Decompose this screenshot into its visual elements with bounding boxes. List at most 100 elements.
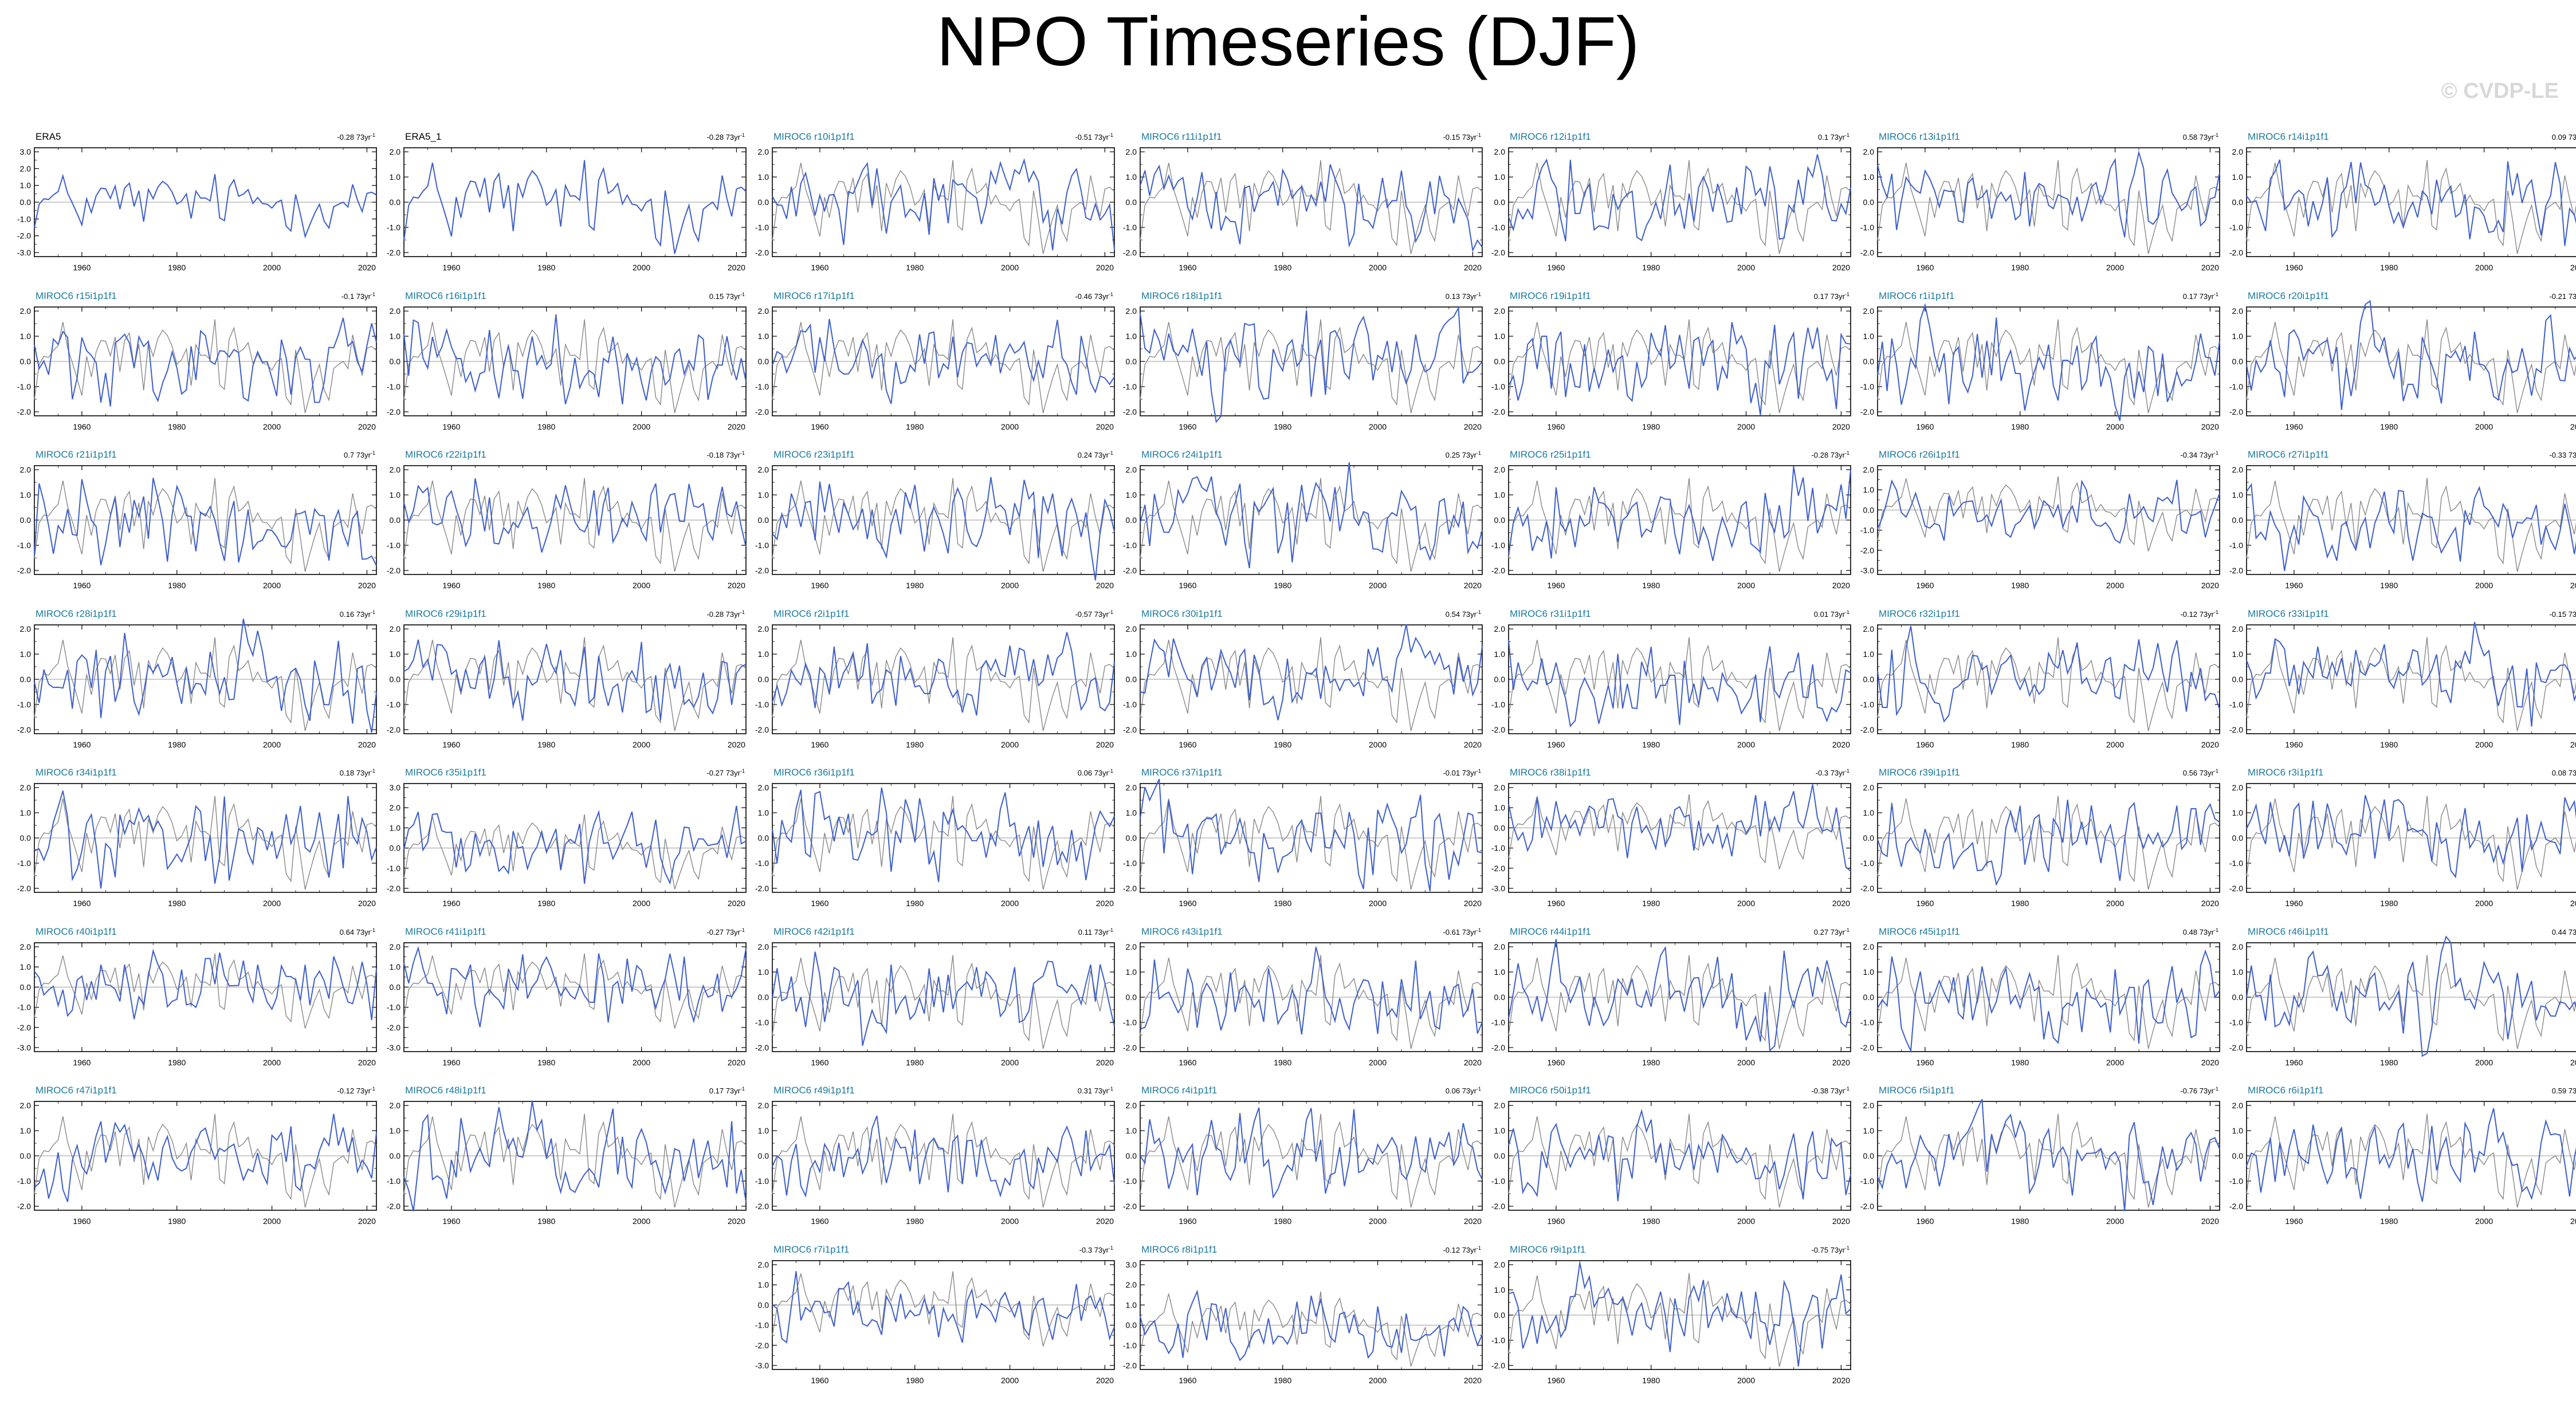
obs-series-line	[34, 796, 377, 890]
x-tick-label: 1980	[537, 422, 555, 431]
x-tick-label: 1960	[442, 740, 460, 749]
member-series-line	[403, 1100, 747, 1211]
x-tick-label: 1960	[1179, 422, 1196, 431]
member-series-line	[772, 1271, 1115, 1344]
obs-series-line	[1140, 478, 1483, 572]
x-tick-label: 1980	[2011, 1217, 2029, 1226]
panel: MIROC6 r25i1p1f1 -0.28 73yr-1 2.0 1.0 0.0 -1.…	[1491, 449, 1851, 590]
x-tick-label: 2020	[728, 422, 745, 431]
y-tick-label: -1.0	[755, 859, 769, 868]
x-tick-label: 1960	[811, 1217, 828, 1226]
y-tick-label: -2.0	[2229, 725, 2243, 734]
panel-trend: 0.7 73yr-1	[344, 450, 375, 459]
panel: MIROC6 r14i1p1f1 0.09 73yr-1 2.0 1.0 0.0 -1.0…	[2229, 131, 2576, 272]
panel-trend: -0.3 73yr-1	[1079, 1245, 1113, 1254]
x-tick-label: 1980	[1642, 1376, 1660, 1385]
y-tick-label: -2.0	[387, 725, 400, 734]
y-tick-label: 0.0	[1126, 1151, 1137, 1160]
y-tick-label: 2.0	[2232, 783, 2244, 792]
panel-label: MIROC6 r13i1p1f1	[1879, 131, 1960, 142]
x-tick-label: 1960	[1916, 581, 1934, 590]
panel-trend: -0.27 73yr-1	[706, 927, 745, 936]
y-tick-label: 2.0	[2232, 465, 2244, 474]
y-tick-label: -2.0	[755, 1202, 769, 1211]
x-tick-label: 2020	[1096, 740, 1114, 749]
panel: MIROC6 r31i1p1f1 0.01 73yr-1 2.0 1.0 0.0 -1.0…	[1491, 608, 1851, 749]
y-tick-label: 0.0	[1126, 675, 1137, 684]
panel-label: MIROC6 r28i1p1f1	[36, 608, 117, 619]
obs-series-line	[403, 1113, 747, 1208]
member-series-line	[403, 314, 747, 405]
panel-label: MIROC6 r6i1p1f1	[2248, 1085, 2323, 1096]
x-tick-label: 1980	[1274, 1058, 1291, 1067]
x-tick-label: 1980	[1642, 422, 1660, 431]
member-series-line	[1508, 322, 1851, 415]
y-tick-label: 2.0	[1863, 783, 1875, 792]
panel: MIROC6 r33i1p1f1 -0.15 73yr-1 2.0 1.0 0.0 -1.…	[2229, 608, 2576, 749]
panel-label: MIROC6 r45i1p1f1	[1879, 926, 1960, 937]
x-tick-label: 2000	[2106, 263, 2124, 272]
panel: MIROC6 r44i1p1f1 0.27 73yr-1 2.0 1.0 0.0 -1.0…	[1491, 926, 1851, 1067]
x-tick-label: 1960	[811, 899, 828, 908]
x-tick-label: 1980	[1274, 899, 1291, 908]
member-series-line	[772, 477, 1115, 581]
member-series-line	[34, 478, 377, 566]
panel-label: MIROC6 r11i1p1f1	[1141, 131, 1222, 142]
member-series-line	[772, 951, 1115, 1046]
x-tick-label: 1960	[73, 899, 91, 908]
member-series-line	[403, 160, 747, 254]
x-tick-label: 2000	[633, 422, 650, 431]
y-tick-label: 1.0	[390, 332, 401, 341]
y-tick-label: 1.0	[1126, 332, 1137, 341]
x-tick-label: 2020	[2570, 899, 2576, 908]
x-tick-label: 2000	[2475, 581, 2493, 590]
y-tick-label: 2.0	[1494, 306, 1506, 316]
x-tick-label: 1960	[2285, 581, 2303, 590]
y-tick-label: -2.0	[387, 1202, 400, 1211]
x-tick-label: 1960	[1916, 740, 1934, 749]
y-tick-label: 3.0	[390, 783, 401, 792]
x-tick-label: 2000	[1001, 1217, 1019, 1226]
y-tick-label: 2.0	[758, 783, 769, 792]
member-series-line	[1508, 939, 1851, 1052]
y-tick-label: 2.0	[1494, 465, 1506, 474]
x-tick-label: 2020	[2201, 1217, 2219, 1226]
y-tick-label: 0.0	[758, 1300, 769, 1309]
y-tick-label: 2.0	[758, 1101, 769, 1110]
x-tick-label: 2000	[1737, 581, 1755, 590]
member-series-line	[1877, 949, 2220, 1053]
panel: MIROC6 r46i1p1f1 0.44 73yr-1 2.0 1.0 0.0 -1.0…	[2229, 926, 2576, 1067]
y-tick-label: 2.0	[2232, 1101, 2244, 1110]
y-tick-label: 0.0	[20, 1151, 32, 1160]
y-tick-label: 0.0	[390, 198, 401, 207]
y-tick-label: 1.0	[20, 1126, 32, 1135]
y-tick-label: 2.0	[2232, 147, 2244, 156]
y-tick-label: -2.0	[1860, 248, 1874, 257]
y-tick-label: 1.0	[1126, 1126, 1137, 1135]
y-tick-label: 1.0	[758, 1280, 769, 1289]
y-tick-label: 2.0	[390, 942, 401, 951]
x-tick-label: 1980	[1642, 1058, 1660, 1067]
panel: MIROC6 r35i1p1f1 -0.27 73yr-1 3.0 2.0 1.0 0.0…	[387, 767, 747, 908]
member-series-line	[34, 174, 377, 239]
obs-series-line	[772, 478, 1115, 572]
panel-label: MIROC6 r20i1p1f1	[2248, 290, 2329, 301]
x-tick-label: 1960	[73, 422, 91, 431]
y-tick-label: 0.0	[1863, 993, 1875, 1002]
y-tick-label: 0.0	[1126, 1321, 1137, 1330]
panel-label: MIROC6 r24i1p1f1	[1141, 449, 1223, 460]
y-tick-label: 2.0	[2232, 306, 2244, 316]
y-tick-label: 0.0	[1126, 198, 1137, 207]
y-tick-label: 1.0	[1126, 490, 1137, 499]
y-tick-label: -1.0	[387, 1003, 400, 1012]
x-tick-label: 1960	[1916, 899, 1934, 908]
x-tick-label: 1980	[1642, 740, 1660, 749]
panel-trend: 0.44 73yr-1	[2552, 927, 2576, 936]
y-tick-label: -2.0	[1491, 864, 1505, 873]
panel-label: ERA5	[36, 131, 61, 142]
obs-series-line	[403, 814, 747, 890]
y-tick-label: 0.0	[758, 198, 769, 207]
x-tick-label: 2000	[1001, 1058, 1019, 1067]
y-tick-label: 0.0	[1494, 357, 1506, 366]
panel: MIROC6 r20i1p1f1 -0.21 73yr-1 2.0 1.0 0.0 -1.…	[2229, 290, 2576, 431]
